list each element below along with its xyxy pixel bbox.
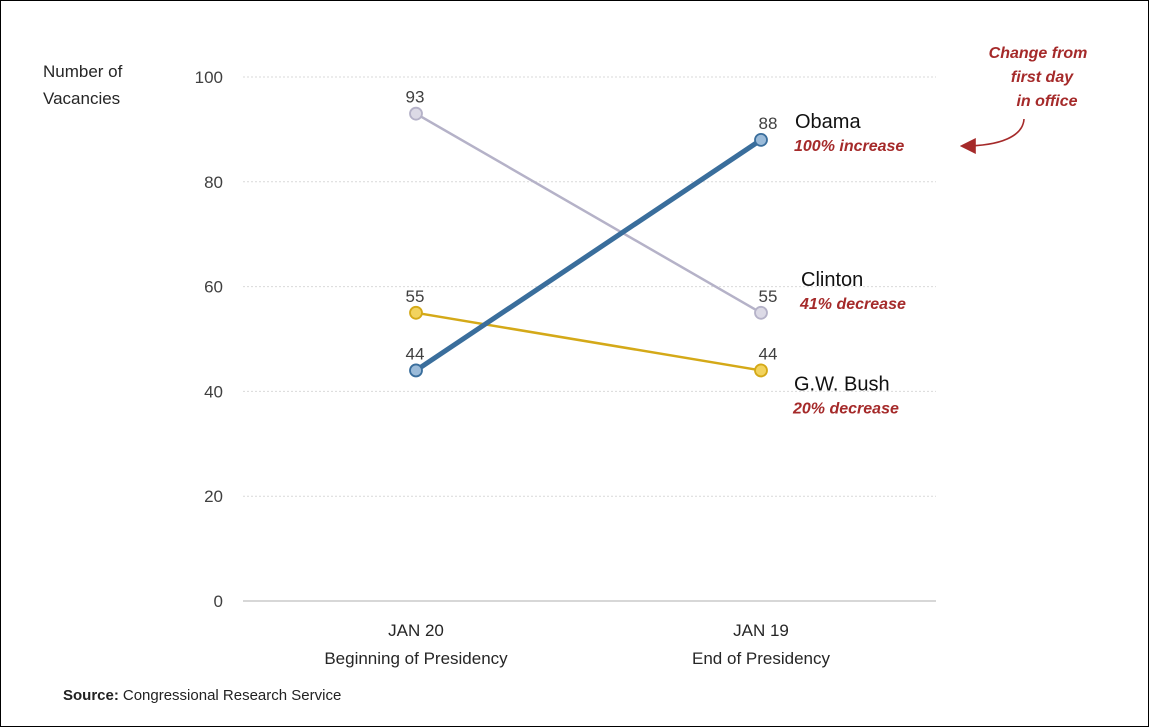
series-change-clinton: 41% decrease [799,296,906,313]
series-change-obama: 100% increase [794,138,904,155]
y-tick-label: 40 [204,382,223,401]
series-line-clinton [414,112,763,315]
x-category-labels: JAN 20 Beginning of Presidency JAN 19 End o… [324,621,830,668]
data-label-g-w-bush: 44 [759,344,778,363]
series-lines [409,106,768,378]
data-point-g-w-bush [754,363,768,378]
source-value: Congressional Research Service [123,687,341,704]
y-axis-label: Number of Vacancies [43,62,123,108]
series-name-g-w-bush: G.W. Bush [794,373,890,395]
data-label-clinton: 93 [406,88,425,107]
y-tick-label: 80 [204,173,223,192]
annotation-arrow [959,118,1025,154]
series-line-g-w-bush [414,311,763,372]
x-category-label-line2: Beginning of Presidency [324,649,508,668]
data-point-g-w-bush [409,305,423,320]
data-label-clinton: 55 [759,287,778,306]
data-point-clinton [409,106,423,121]
annotation-line3: in office [1016,93,1077,110]
change-annotation: Change from first day in office [959,45,1088,154]
gridlines [243,76,936,602]
y-tick-label: 20 [204,487,223,506]
series-name-clinton: Clinton [801,269,863,291]
series-name-obama: Obama [795,111,861,133]
data-label-obama: 88 [759,114,778,133]
y-tick-label: 60 [204,278,223,297]
data-point-clinton [754,305,768,320]
source-text: Source: Congressional Research Service [63,687,341,704]
y-tick-label: 100 [195,68,223,87]
data-point-obama [754,132,768,147]
y-axis-label-line2: Vacancies [43,89,120,108]
data-point-obama [409,363,423,378]
annotation-line1: Change from [989,45,1088,62]
x-category-label-line1: JAN 20 [388,621,444,640]
y-tick-labels: 0 20 40 60 80 100 [195,68,223,611]
source-label: Source: [63,687,119,704]
series-line-obama [413,137,764,373]
annotation-line2: first day [1011,69,1074,86]
x-category-label-line1: JAN 19 [733,621,789,640]
data-label-obama: 44 [406,344,425,363]
y-tick-label: 0 [214,592,223,611]
y-axis-label-line1: Number of [43,62,123,81]
series-name-labels: Obama 100% increase Clinton 41% decrease G.W… [792,111,906,418]
series-change-g-w-bush: 20% decrease [792,400,899,417]
data-labels: 44 88 93 55 55 44 [406,88,778,364]
source-note: Source: Congressional Research Service [63,687,341,704]
data-label-g-w-bush: 55 [406,287,425,306]
x-category-label-line2: End of Presidency [692,649,830,668]
